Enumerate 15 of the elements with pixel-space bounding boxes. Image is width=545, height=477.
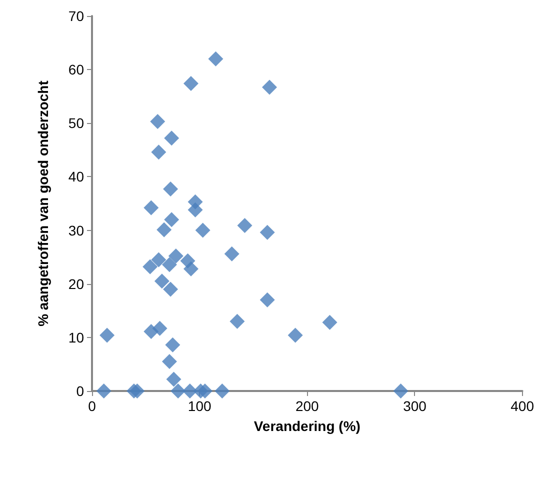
y-axis-title: % aangetroffen van goed onderzocht — [35, 80, 51, 326]
y-tick-label: 20 — [68, 276, 84, 292]
y-tick-label: 60 — [68, 62, 84, 78]
x-tick-label: 0 — [88, 398, 96, 414]
x-tick-label: 200 — [295, 398, 320, 414]
x-axis-title: Verandering (%) — [254, 418, 360, 434]
x-tick-label: 400 — [510, 398, 534, 414]
x-tick-label: 100 — [188, 398, 212, 414]
y-tick-label: 10 — [68, 329, 84, 346]
x-tick-label: 300 — [403, 398, 427, 414]
y-tick-label: 0 — [76, 383, 84, 399]
y-tick-label: 30 — [68, 222, 84, 238]
y-tick-label: 40 — [68, 168, 84, 185]
y-tick-label: 70 — [68, 8, 84, 24]
y-tick-label: 50 — [68, 115, 84, 132]
